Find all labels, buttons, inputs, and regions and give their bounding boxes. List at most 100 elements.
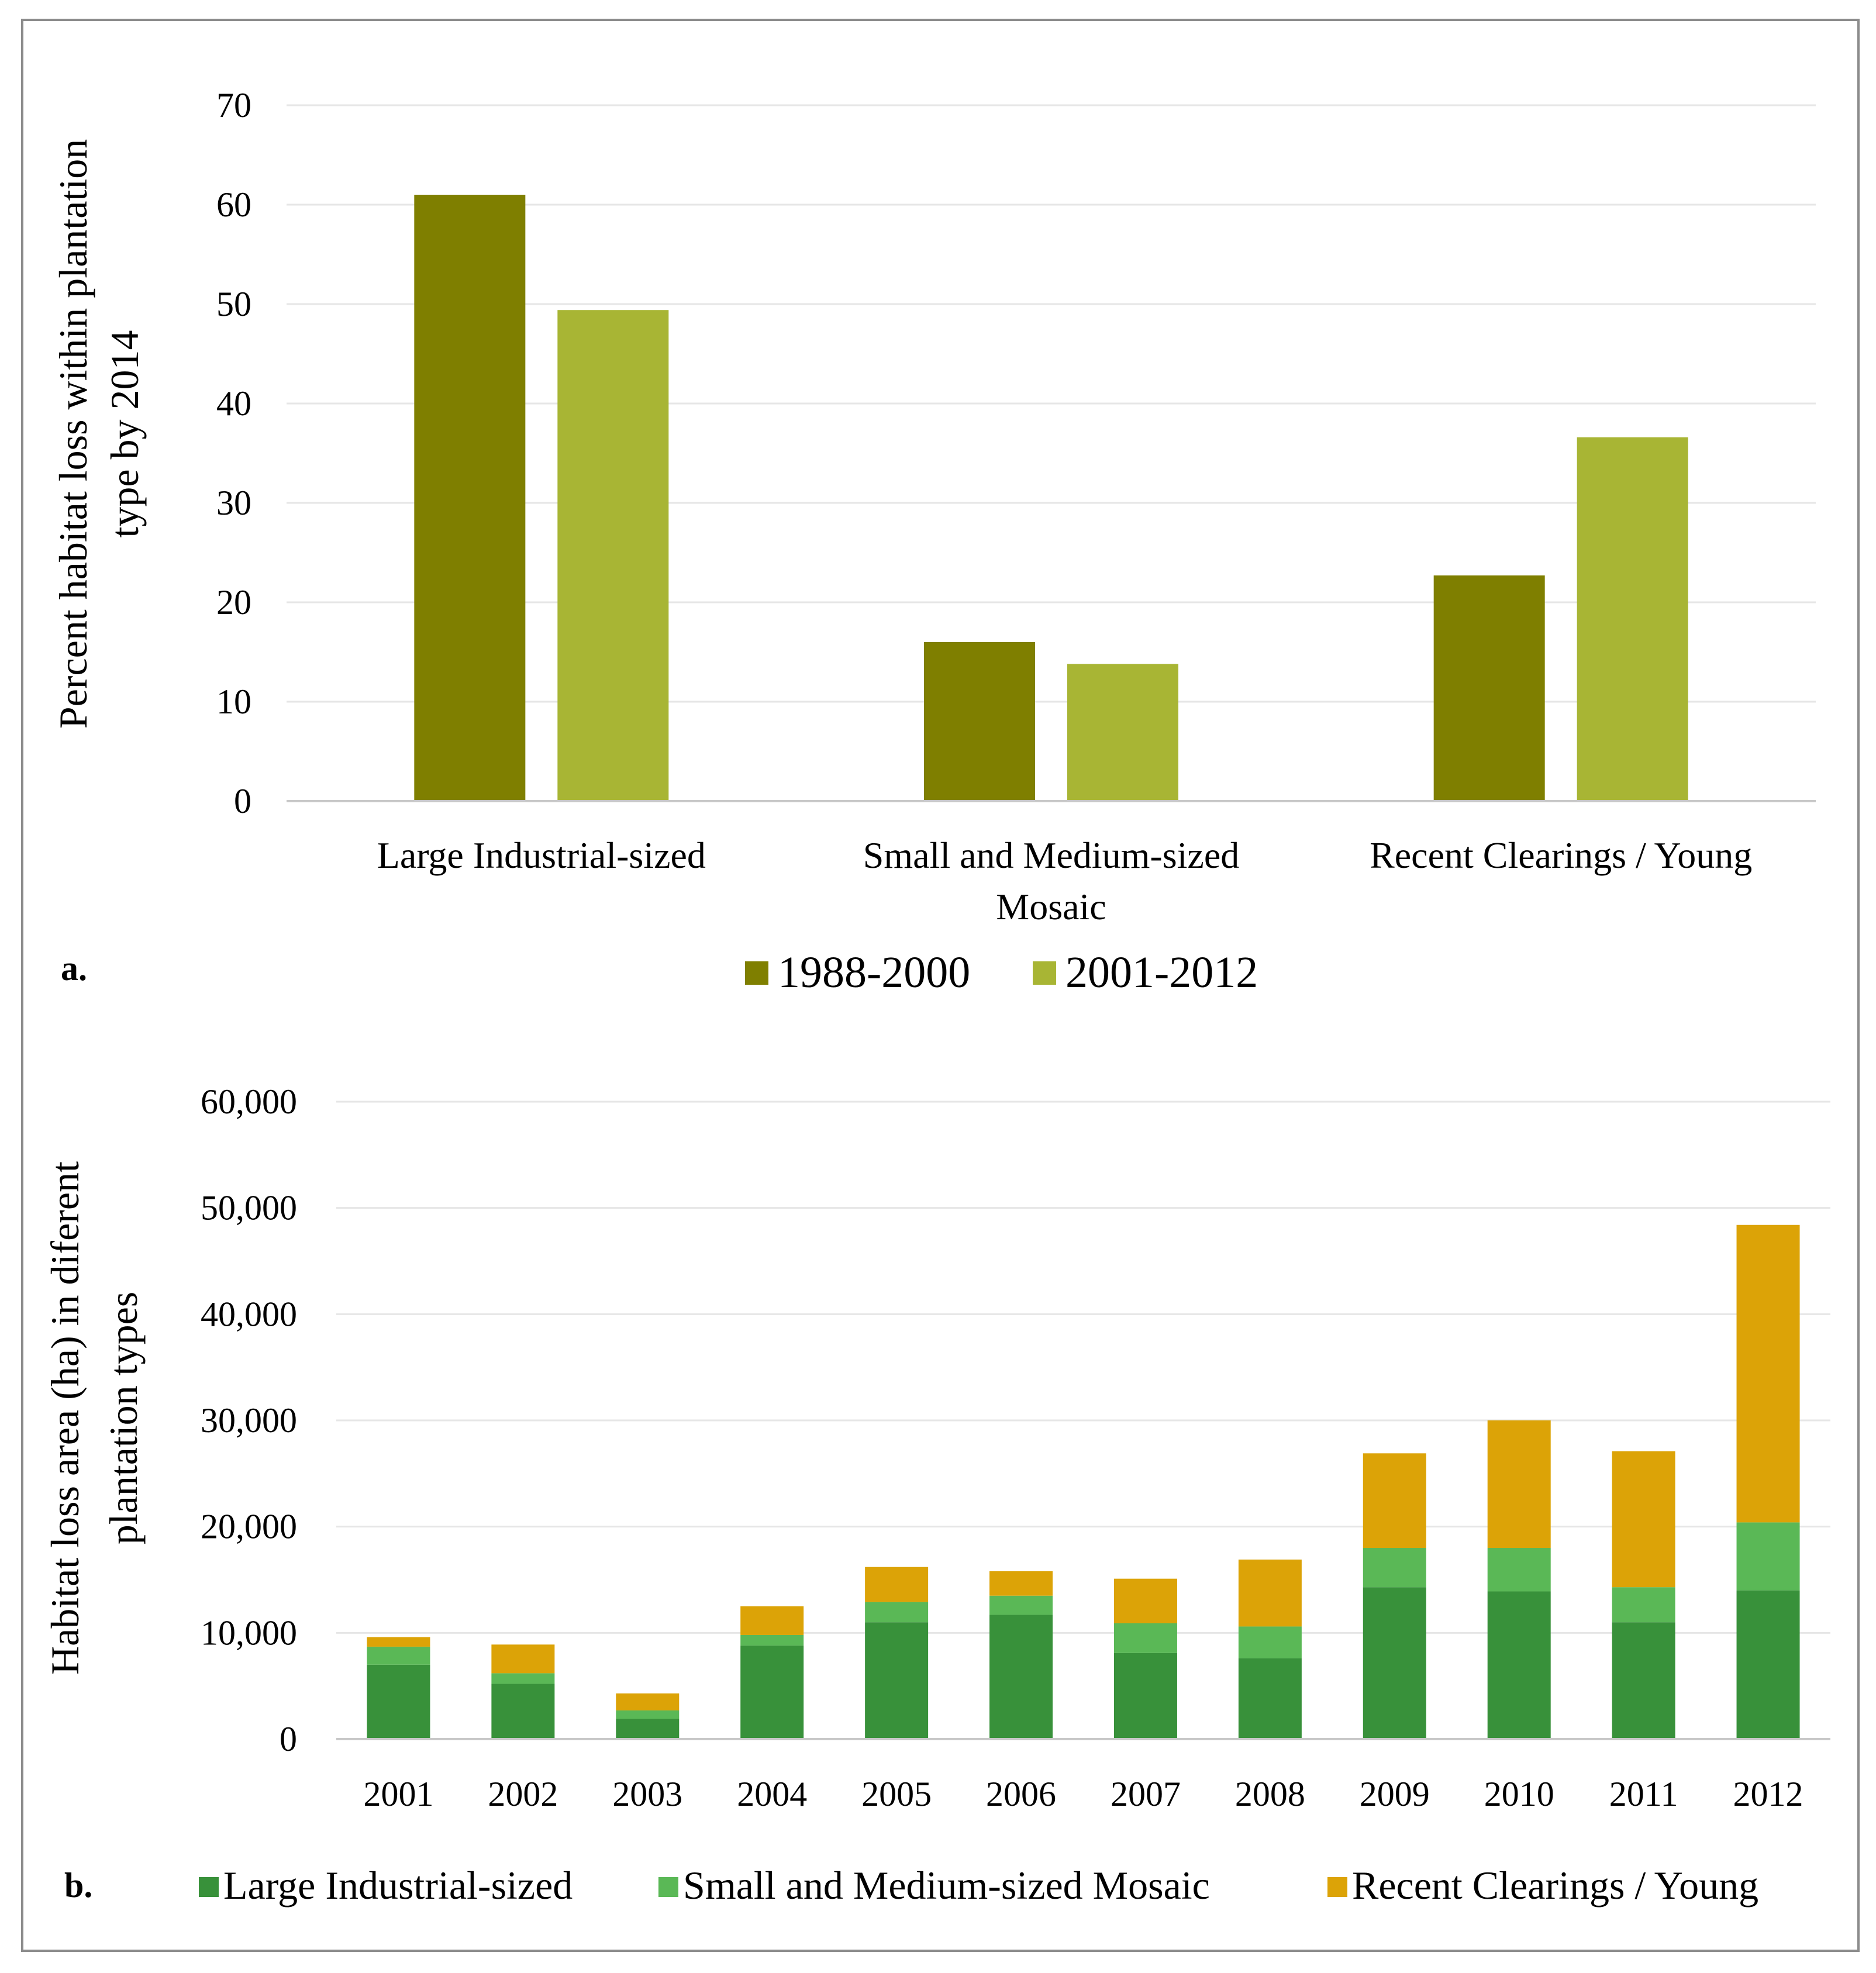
chart-b-bar-segment (1612, 1587, 1675, 1623)
chart-a-bar (414, 195, 526, 801)
chart-b-y-axis-title-line: plantation types (101, 1292, 146, 1544)
chart-b-bar-segment (1363, 1587, 1426, 1739)
chart-b-y-tick-label: 60,000 (201, 1082, 297, 1121)
chart-b-bar-segment (616, 1693, 680, 1710)
chart-a-y-tick-label: 10 (216, 682, 251, 721)
chart-b-legend: Large Industrial-sized Small and Medium-s… (199, 1863, 1758, 1908)
chart-b-category-label: 2007 (1111, 1775, 1181, 1813)
chart-b: 0 10,000 20,000 30,000 40,000 50,000 60,000 20… (43, 1082, 1830, 1908)
chart-b-bar-segment (1363, 1453, 1426, 1548)
chart-a-bar (1067, 664, 1178, 801)
chart-b-bar-segment (616, 1719, 680, 1739)
chart-b-bar-segment (1487, 1420, 1551, 1548)
chart-a-y-tick-label: 0 (234, 782, 251, 820)
chart-b-category-label: 2004 (737, 1775, 807, 1813)
chart-a-y-axis-title-line: Percent habitat loss within plantation (51, 139, 95, 729)
chart-b-y-axis-title-line: Habitat loss area (ha) in diferent (43, 1161, 87, 1675)
chart-a-y-axis-title: Percent habitat loss within plantation ty… (51, 139, 147, 729)
chart-a: 0 10 20 30 40 50 60 70 Large Industrial-sized Sm… (51, 86, 1816, 997)
chart-b-bar-segment (367, 1637, 430, 1647)
chart-b-category-label: 2002 (488, 1775, 558, 1813)
chart-a-bar (557, 310, 669, 801)
chart-b-bar-segment (1113, 1623, 1177, 1653)
chart-b-legend-swatch (1327, 1877, 1347, 1897)
chart-a-category-label: Mosaic (996, 886, 1106, 927)
chart-b-bar-segment (1238, 1559, 1302, 1627)
chart-b-bar-segment (865, 1602, 929, 1623)
chart-a-y-tick-label: 70 (216, 86, 251, 125)
chart-a-legend-swatch (1033, 961, 1056, 985)
chart-a-legend-swatch (745, 961, 768, 985)
chart-b-bar-segment (491, 1684, 555, 1739)
chart-a-y-axis-title-line: type by 2014 (102, 330, 147, 537)
chart-a-category-labels: Large Industrial-sized Small and Medium-s… (377, 834, 1753, 927)
chart-b-y-tick-label: 30,000 (201, 1401, 297, 1440)
chart-b-bar-segment (740, 1646, 804, 1739)
chart-a-panel-label: a. (61, 949, 87, 988)
chart-a-category-label: Large Industrial-sized (377, 834, 706, 876)
chart-b-category-label: 2012 (1733, 1775, 1803, 1813)
chart-b-bar-segment (989, 1571, 1053, 1596)
chart-b-bar-segment (1736, 1224, 1800, 1523)
chart-b-category-label: 2009 (1360, 1775, 1430, 1813)
chart-b-bar-segment (1113, 1578, 1177, 1623)
chart-a-bar (1433, 575, 1545, 801)
chart-a-legend-label: 1988-2000 (778, 948, 970, 997)
chart-b-bar-segment (1612, 1622, 1675, 1739)
chart-b-legend-swatch (658, 1877, 678, 1897)
chart-b-bar-segment (865, 1622, 929, 1739)
chart-b-bar-segment (1113, 1653, 1177, 1739)
chart-b-bar-segment (367, 1664, 430, 1739)
chart-b-legend-swatch (199, 1877, 219, 1897)
chart-a-bar (1577, 437, 1688, 801)
chart-b-category-labels: 2001 2002 2003 2004 2005 2006 2007 2008 2009 2010… (363, 1775, 1803, 1813)
chart-b-y-axis-title: Habitat loss area (ha) in diferent planta… (43, 1161, 146, 1675)
chart-b-bar-segment (989, 1595, 1053, 1615)
chart-b-bar-segment (1238, 1626, 1302, 1658)
chart-b-bars (367, 1224, 1800, 1739)
chart-b-bar-segment (616, 1710, 680, 1719)
chart-b-bar-segment (1238, 1658, 1302, 1739)
chart-b-category-label: 2005 (861, 1775, 932, 1813)
chart-b-y-tick-label: 0 (280, 1720, 297, 1758)
chart-a-y-tick-label: 50 (216, 285, 251, 323)
chart-b-bar-segment (367, 1646, 430, 1665)
chart-b-y-tick-label: 10,000 (201, 1613, 297, 1652)
chart-b-category-label: 2010 (1484, 1775, 1554, 1813)
chart-a-category-label: Recent Clearings / Young (1370, 834, 1752, 876)
chart-b-bar-segment (989, 1615, 1053, 1739)
chart-a-bars (414, 195, 1688, 801)
chart-a-bar (924, 642, 1035, 801)
chart-a-y-tick-label: 30 (216, 484, 251, 522)
chart-b-bar-segment (1363, 1548, 1426, 1588)
chart-b-bar-segment (1736, 1590, 1800, 1739)
chart-b-bar-segment (1612, 1451, 1675, 1588)
chart-b-y-tick-label: 40,000 (201, 1295, 297, 1333)
chart-a-y-tick-label: 40 (216, 384, 251, 423)
chart-b-bar-segment (1487, 1591, 1551, 1739)
chart-b-category-label: 2003 (612, 1775, 682, 1813)
chart-b-panel-label: b. (64, 1866, 92, 1905)
chart-a-legend: 1988-2000 2001-2012 (745, 948, 1258, 997)
chart-b-gridlines (336, 1101, 1830, 1634)
chart-a-category-label: Small and Medium-sized (863, 834, 1239, 876)
chart-b-bar-segment (491, 1673, 555, 1684)
chart-a-y-tick-label: 60 (216, 185, 251, 224)
chart-b-bar-segment (1736, 1522, 1800, 1591)
chart-b-bar-segment (491, 1644, 555, 1674)
chart-b-category-label: 2011 (1609, 1775, 1678, 1813)
chart-a-y-tick-labels: 0 10 20 30 40 50 60 70 (216, 86, 251, 820)
chart-b-bar-segment (865, 1567, 929, 1602)
figure-frame (21, 19, 1860, 1952)
chart-b-bar-segment (740, 1634, 804, 1646)
chart-b-category-label: 2006 (986, 1775, 1056, 1813)
chart-b-legend-label: Recent Clearings / Young (1352, 1863, 1758, 1908)
chart-b-bar-segment (1487, 1548, 1551, 1592)
chart-b-y-tick-label: 20,000 (201, 1508, 297, 1546)
chart-b-legend-label: Small and Medium-sized Mosaic (683, 1863, 1210, 1908)
chart-b-legend-label: Large Industrial-sized (223, 1863, 573, 1908)
chart-a-legend-label: 2001-2012 (1065, 948, 1258, 997)
chart-b-category-label: 2008 (1235, 1775, 1305, 1813)
chart-a-y-tick-label: 20 (216, 583, 251, 622)
